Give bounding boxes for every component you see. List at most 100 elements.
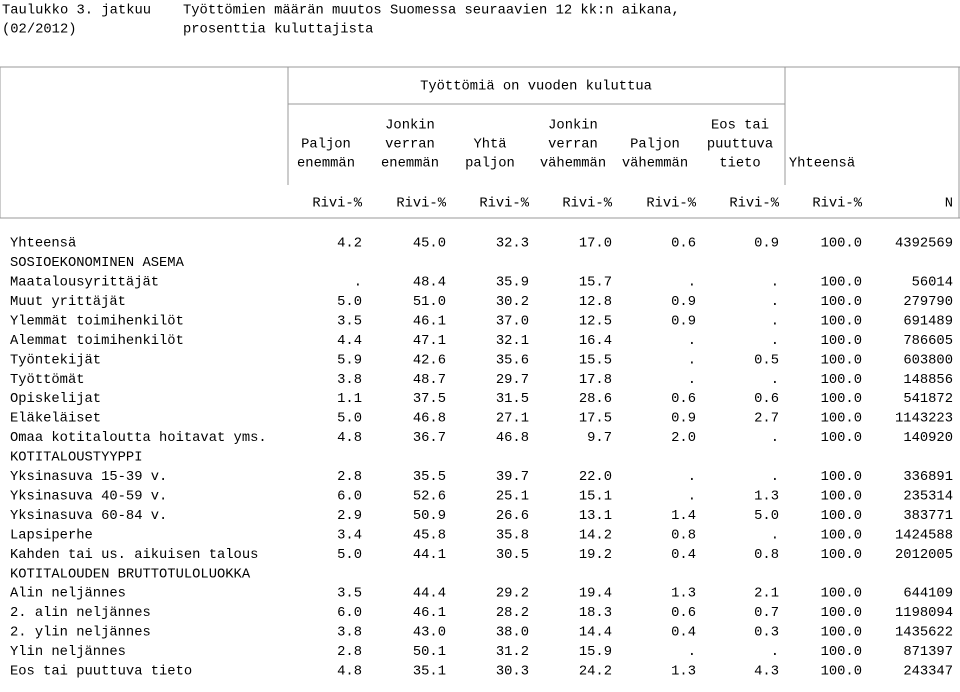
column-header: enemmän xyxy=(297,156,355,172)
cell: 15.1 xyxy=(579,489,612,504)
cell: 17.8 xyxy=(579,373,612,388)
row-label: Maatalousyrittäjät xyxy=(10,275,159,291)
unit: Rivi-% xyxy=(729,196,779,212)
cell: 14.2 xyxy=(579,528,612,543)
cell: 18.3 xyxy=(579,606,612,621)
row-label: Opiskelijat xyxy=(10,391,101,407)
cell: 4.8 xyxy=(337,665,362,680)
column-header: Yhtä xyxy=(473,137,506,153)
unit: N xyxy=(945,197,953,212)
cell: 100.0 xyxy=(821,509,862,524)
column-header: Jonkin xyxy=(385,118,435,134)
section-header: KOTITALOUDEN BRUTTOTULOLUOKKA xyxy=(10,567,251,582)
cell: 871397 xyxy=(903,645,953,660)
cell: 100.0 xyxy=(821,587,862,602)
cell: . xyxy=(771,645,779,660)
row-label: Alin neljännes xyxy=(10,586,126,602)
cell: 38.0 xyxy=(496,626,529,641)
cell: . xyxy=(771,431,779,446)
cell: 48.7 xyxy=(413,373,446,388)
cell: 644109 xyxy=(903,587,953,602)
unit: Rivi-% xyxy=(646,196,696,212)
row-label: Yksinasuva 60-84 v. xyxy=(10,508,167,524)
cell: 100.0 xyxy=(821,431,862,446)
cell: . xyxy=(688,334,696,349)
cell: 691489 xyxy=(903,314,953,329)
row-label: Lapsiperhe xyxy=(10,527,93,543)
section-header: KOTITALOUSTYYPPI xyxy=(10,451,142,466)
cell: 100.0 xyxy=(821,606,862,621)
cell: 17.5 xyxy=(579,412,612,427)
cell: 14.4 xyxy=(579,626,612,641)
cell: 35.9 xyxy=(496,276,529,291)
cell: 0.3 xyxy=(754,626,779,641)
cell: 47.1 xyxy=(413,334,446,349)
cell: 1424588 xyxy=(895,528,953,543)
cell: 26.6 xyxy=(496,509,529,524)
cell: 16.4 xyxy=(579,334,612,349)
cell: 100.0 xyxy=(821,548,862,563)
cell: 6.0 xyxy=(337,489,362,504)
cell: . xyxy=(688,470,696,485)
section-header: SOSIOEKONOMINEN ASEMA xyxy=(10,256,185,271)
cell: 50.9 xyxy=(413,509,446,524)
column-header: verran xyxy=(548,138,598,153)
cell: . xyxy=(771,528,779,543)
row-label: Muut yrittäjät xyxy=(10,294,126,310)
column-header: Paljon xyxy=(630,137,680,153)
cell: 2012005 xyxy=(895,548,953,563)
row-label: Kahden tai us. aikuisen talous xyxy=(10,547,258,563)
cell: 3.5 xyxy=(337,587,362,602)
cell: 100.0 xyxy=(821,334,862,349)
cell: 32.3 xyxy=(496,237,529,252)
cell: 19.4 xyxy=(579,587,612,602)
cell: 15.9 xyxy=(579,645,612,660)
group-header: Työttömiä on vuoden kuluttua xyxy=(420,79,652,95)
cell: 3.8 xyxy=(337,373,362,388)
cell: 140920 xyxy=(903,431,953,446)
cell: 100.0 xyxy=(821,353,862,368)
cell: 2.7 xyxy=(754,412,779,427)
cell: 36.7 xyxy=(413,431,446,446)
cell: 25.1 xyxy=(496,489,529,504)
cell: 0.5 xyxy=(754,353,779,368)
row-label: Ylin neljännes xyxy=(10,644,126,660)
cell: 0.8 xyxy=(754,548,779,563)
row-label: Työntekijät xyxy=(10,352,101,368)
column-header: puuttuva xyxy=(707,138,773,153)
cell: 28.2 xyxy=(496,606,529,621)
unit: Rivi-% xyxy=(479,196,529,212)
cell: 0.9 xyxy=(671,314,696,329)
cell: 13.1 xyxy=(579,509,612,524)
cell: 35.6 xyxy=(496,353,529,368)
cell: . xyxy=(354,276,362,291)
cell: 46.1 xyxy=(413,314,446,329)
cell: 100.0 xyxy=(821,237,862,252)
cell: 2.8 xyxy=(337,470,362,485)
cell: 12.5 xyxy=(579,314,612,329)
cell: 46.8 xyxy=(413,412,446,427)
cell: 30.3 xyxy=(496,665,529,680)
cell: 27.1 xyxy=(496,412,529,427)
cell: 100.0 xyxy=(821,373,862,388)
cell: 29.2 xyxy=(496,587,529,602)
cell: . xyxy=(688,489,696,504)
row-label: Eos tai puuttuva tieto xyxy=(10,664,192,680)
cell: 44.1 xyxy=(413,548,446,563)
cell: 56014 xyxy=(912,276,953,291)
row-label: Ylemmät toimihenkilöt xyxy=(10,313,184,329)
cell: . xyxy=(771,295,779,310)
cell: 3.4 xyxy=(337,528,362,543)
table-label: Taulukko 3. jatkuu xyxy=(2,3,151,19)
cell: 35.5 xyxy=(413,470,446,485)
row-label: Omaa kotitaloutta hoitavat yms. xyxy=(10,430,267,446)
row-label: 2. alin neljännes xyxy=(10,605,151,621)
cell: 541872 xyxy=(903,392,953,407)
cell: 45.0 xyxy=(413,237,446,252)
cell: 0.9 xyxy=(671,412,696,427)
cell: 1.4 xyxy=(671,509,696,524)
column-header: vähemmän xyxy=(540,156,606,172)
unit: Rivi-% xyxy=(562,196,612,212)
cell: 22.0 xyxy=(579,470,612,485)
